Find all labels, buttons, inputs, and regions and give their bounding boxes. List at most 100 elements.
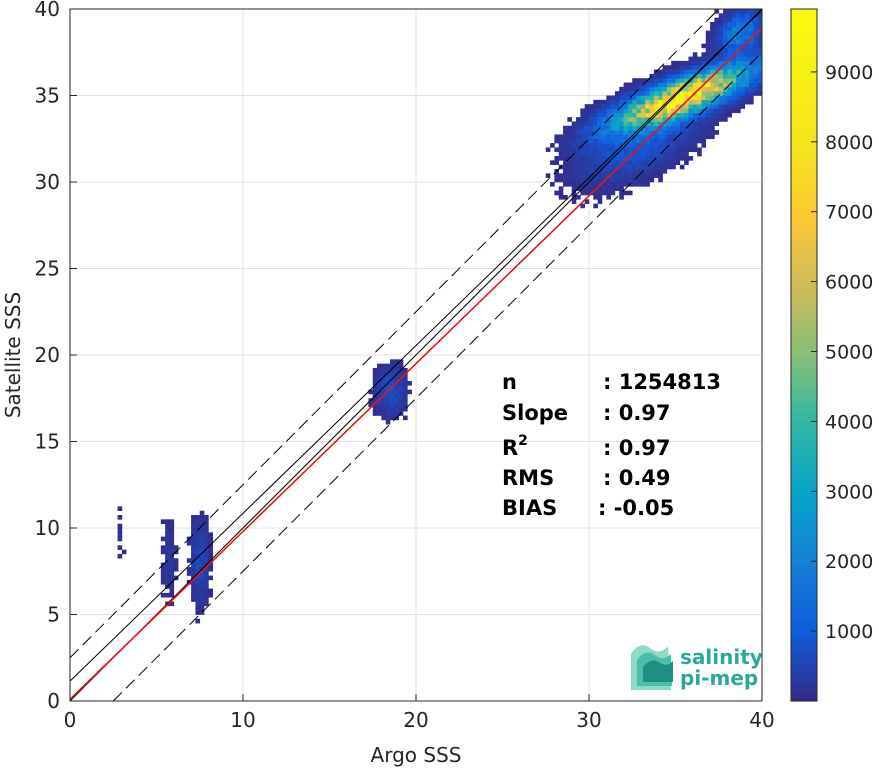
density-cell [597, 147, 603, 153]
density-cell [744, 13, 750, 18]
density-cell [385, 398, 391, 403]
density-cell [394, 402, 399, 408]
density-cell [705, 117, 711, 122]
density-cell [584, 147, 590, 153]
y-tick-label: 30 [35, 170, 60, 194]
density-cell [662, 134, 668, 140]
density-cell [567, 117, 572, 122]
density-cell [627, 147, 633, 153]
density-cell [385, 419, 391, 425]
density-cell [684, 121, 689, 127]
colorbar-tick-label: 6000 [825, 272, 873, 294]
density-cell [640, 95, 646, 101]
density-cell [584, 199, 590, 204]
density-cell [368, 389, 374, 395]
density-cell [671, 117, 676, 122]
density-cell [623, 147, 629, 153]
density-cell [558, 143, 564, 148]
density-cell [675, 65, 681, 70]
density-cell [658, 164, 663, 170]
density-cell [675, 160, 681, 165]
density-cell [597, 117, 603, 122]
stat-name: RMS [502, 466, 554, 490]
density-cell [623, 82, 629, 88]
density-cell [576, 147, 581, 153]
density-cell [619, 99, 624, 105]
density-cell [204, 601, 209, 607]
density-cell [165, 562, 170, 568]
density-cell [606, 121, 611, 127]
density-cell [623, 112, 629, 118]
density-cell [204, 566, 209, 572]
density-cell [640, 117, 646, 122]
density-cell [714, 82, 720, 88]
colorbar-tick-label: 8000 [825, 132, 873, 154]
density-cell [727, 26, 733, 31]
density-cell [736, 56, 741, 62]
density-cell [623, 182, 629, 187]
density-cell [195, 566, 201, 572]
density-cell [671, 125, 676, 131]
density-cell [714, 73, 720, 79]
density-cell [169, 588, 175, 594]
density-cell [744, 56, 750, 62]
density-cell [195, 540, 201, 546]
density-cell [165, 519, 170, 524]
density-cell [372, 380, 378, 386]
density-cell [671, 91, 676, 96]
density-cell [636, 143, 642, 148]
density-cell [394, 406, 399, 412]
density-cell [567, 134, 572, 140]
density-cell [653, 91, 659, 96]
density-cell [679, 112, 685, 118]
density-cell [740, 95, 745, 101]
density-cell [619, 95, 624, 101]
density-cell [658, 173, 663, 178]
density-cell [718, 60, 724, 66]
density-cell [688, 108, 694, 114]
density-cell [610, 138, 616, 144]
stat-value: : 0.97 [603, 401, 671, 425]
density-cell [597, 108, 603, 114]
density-cell [653, 169, 659, 174]
stat-name: Slope [502, 401, 568, 425]
density-cell [584, 160, 590, 165]
density-cell [165, 566, 170, 572]
density-cell [679, 147, 685, 153]
density-cell [749, 39, 754, 44]
density-cell [727, 73, 733, 79]
density-cell [718, 108, 724, 114]
density-cell [576, 134, 581, 140]
density-cell [740, 56, 745, 62]
density-cell [593, 99, 598, 105]
density-cell [580, 138, 585, 144]
density-cell [199, 540, 205, 546]
density-cell [727, 108, 733, 114]
colorbar-tick-label: 1000 [825, 621, 873, 643]
density-cell [589, 117, 594, 122]
density-cell [727, 99, 733, 105]
density-cell [597, 173, 603, 178]
density-cell [671, 78, 676, 83]
density-cell [563, 130, 568, 135]
density-cell [727, 86, 733, 92]
density-cell [757, 30, 763, 36]
density-cell [636, 177, 642, 183]
density-cell [597, 130, 603, 135]
density-cell [558, 151, 564, 157]
density-cell [710, 121, 715, 127]
density-cell [701, 112, 707, 118]
density-cell [623, 160, 629, 165]
density-cell [186, 566, 192, 572]
density-cell [593, 164, 598, 170]
density-cell [614, 134, 620, 140]
density-cell [705, 121, 711, 127]
density-cell [727, 13, 733, 18]
colorbar-gradient [790, 8, 818, 702]
density-cell [753, 39, 758, 44]
density-cell [563, 151, 568, 157]
density-cell [723, 65, 728, 70]
density-cell [614, 156, 620, 161]
density-cell [679, 134, 685, 140]
